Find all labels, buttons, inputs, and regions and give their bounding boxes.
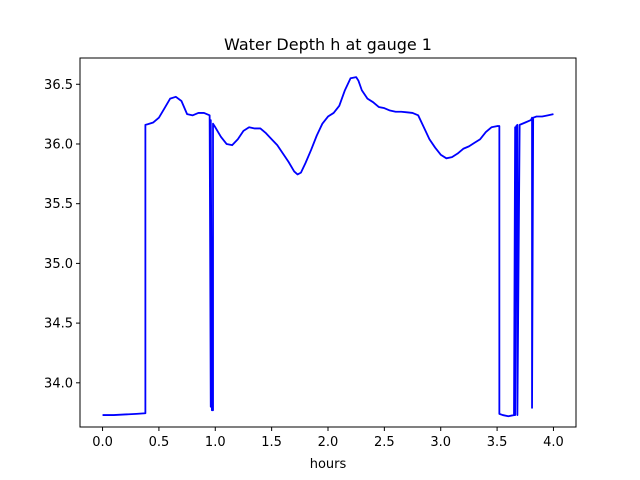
x-tick-label: 1.5 bbox=[261, 435, 282, 450]
y-tick-label: 34.5 bbox=[44, 317, 73, 332]
chart-title: Water Depth h at gauge 1 bbox=[224, 35, 432, 54]
x-tick-label: 0.0 bbox=[92, 435, 113, 450]
x-tick-label: 3.5 bbox=[487, 435, 508, 450]
y-tick-label: 36.5 bbox=[44, 78, 73, 93]
x-tick-label: 4.0 bbox=[543, 435, 564, 450]
y-axis-ticks: 34.0 34.5 35.0 35.5 36.0 36.5 bbox=[44, 78, 80, 391]
plot-area bbox=[102, 76, 554, 418]
x-tick-label: 3.0 bbox=[430, 435, 451, 450]
y-tick-label: 35.0 bbox=[44, 257, 73, 272]
x-tick-label: 0.5 bbox=[149, 435, 170, 450]
x-axis-label: hours bbox=[310, 457, 347, 472]
series-line-0 bbox=[102, 76, 554, 418]
y-tick-label: 35.5 bbox=[44, 197, 73, 212]
x-tick-label: 2.0 bbox=[318, 435, 339, 450]
plot-frame bbox=[79, 57, 577, 428]
x-tick-label: 2.5 bbox=[374, 435, 395, 450]
x-axis-ticks: 0.0 0.5 1.0 1.5 2.0 2.5 3.0 3.5 4.0 bbox=[92, 427, 564, 450]
y-tick-label: 36.0 bbox=[44, 137, 73, 152]
x-tick-label: 1.0 bbox=[205, 435, 226, 450]
y-tick-label: 34.0 bbox=[44, 376, 73, 391]
